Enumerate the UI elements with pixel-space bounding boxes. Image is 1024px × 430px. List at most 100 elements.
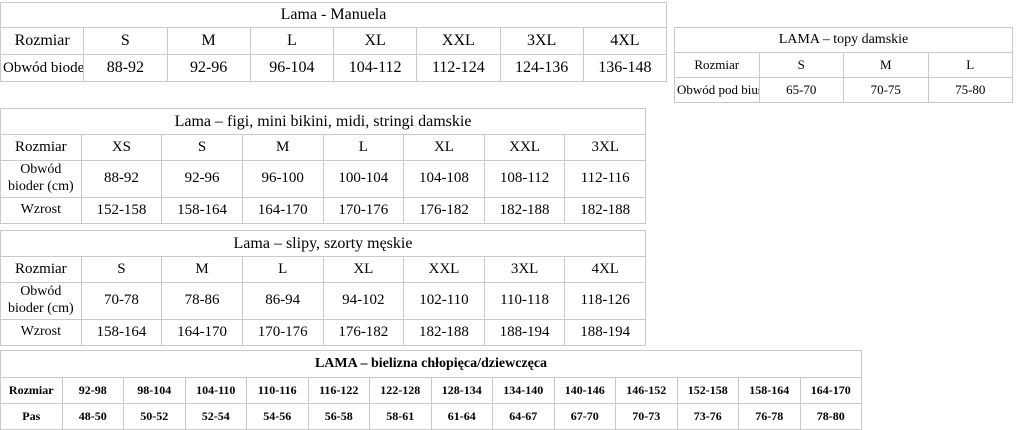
column-header-size: XXL (416, 27, 501, 55)
measurement-cell: 48-50 (61, 403, 124, 430)
table-title-row: Lama – slipy, szorty męskie (0, 230, 646, 257)
table-body: LAMA – topy damskie Rozmiar S M L Obwód pod b… (674, 27, 1013, 103)
table-title-row: Lama - Manuela (0, 2, 667, 28)
size-table-manuela: Lama - Manuela Rozmiar S M L XL XXL 3XL 4XL Obwód… (0, 2, 668, 82)
row-label: Obwód bioder (cm) (0, 54, 85, 82)
table-title: LAMA – bielizna chłopięca/dziewczęca (0, 350, 862, 378)
column-header-size: 122-128 (369, 377, 432, 404)
measurement-cell: 182-188 (483, 196, 566, 224)
measurement-cell: 88-92 (80, 160, 163, 198)
row-label: Wzrost (0, 318, 82, 346)
table-header-row: Rozmiar S M L XL XXL 3XL 4XL (0, 256, 646, 283)
table-title: LAMA – topy damskie (674, 27, 1013, 53)
measurement-cell: 70-75 (843, 77, 929, 103)
measurement-cell: 78-86 (161, 282, 243, 320)
measurement-cell: 182-188 (403, 318, 485, 346)
column-header-size: XL (332, 27, 418, 55)
table-header-row: Rozmiar 92-98 98-104 104-110 110-116 116-122 1… (0, 377, 862, 404)
column-header-size: L (927, 52, 1013, 78)
measurement-cell: 112-116 (564, 160, 646, 198)
column-header-size: XS (80, 134, 163, 161)
column-header-size: S (80, 256, 163, 283)
measurement-cell: 152-158 (80, 196, 163, 224)
table-header-row: Rozmiar XS S M L XL XXL 3XL (0, 134, 646, 161)
table-body: LAMA – bielizna chłopięca/dziewczęca Rozm… (0, 350, 862, 430)
column-header-size: XXL (403, 256, 485, 283)
table-row: Wzrost 152-158 158-164 164-170 170-176 176-18… (0, 196, 646, 224)
measurement-cell: 67-70 (553, 403, 616, 430)
measurement-cell: 104-108 (403, 160, 485, 198)
table-title: Lama - Manuela (0, 2, 667, 28)
measurement-cell: 65-70 (758, 77, 844, 103)
column-header-size: 3XL (483, 256, 566, 283)
measurement-cell: 188-194 (564, 318, 646, 346)
table-title: Lama – slipy, szorty męskie (0, 230, 646, 257)
measurement-cell: 158-164 (161, 196, 243, 224)
column-header-size: S (83, 27, 168, 55)
table-title: Lama – figi, mini bikini, midi, stringi … (0, 108, 646, 135)
measurement-cell: 94-102 (322, 282, 405, 320)
column-header-size: 4XL (564, 256, 646, 283)
table-body: Lama – slipy, szorty męskie Rozmiar S M L XL X… (0, 230, 646, 346)
measurement-cell: 92-96 (166, 54, 251, 82)
column-header-size: M (241, 134, 324, 161)
measurement-cell: 56-58 (307, 403, 370, 430)
measurement-cell: 76-78 (738, 403, 801, 430)
size-table-bielizna-dziecieca: LAMA – bielizna chłopięca/dziewczęca Rozm… (0, 350, 862, 430)
column-header-size: 92-98 (61, 377, 124, 404)
column-header-size: S (161, 134, 243, 161)
column-header-size: 146-152 (615, 377, 678, 404)
measurement-cell: 58-61 (369, 403, 432, 430)
column-header-size: S (758, 52, 844, 78)
measurement-cell: 96-100 (241, 160, 324, 198)
table-row: Obwód bioder (cm) 88-92 92-96 96-100 100-104… (0, 160, 646, 198)
measurement-cell: 102-110 (403, 282, 485, 320)
measurement-cell: 104-112 (332, 54, 418, 82)
column-header-size: 116-122 (307, 377, 370, 404)
column-header-label: Rozmiar (0, 377, 63, 404)
column-header-size: 134-140 (492, 377, 555, 404)
measurement-cell: 124-136 (499, 54, 584, 82)
table-title-row: LAMA – bielizna chłopięca/dziewczęca (0, 350, 862, 378)
table-row: Pas 48-50 50-52 52-54 54-56 56-58 58-61 61-64 64… (0, 403, 862, 430)
column-header-size: 4XL (582, 27, 668, 55)
measurement-cell: 64-67 (492, 403, 555, 430)
measurement-cell: 88-92 (83, 54, 168, 82)
table-header-row: Rozmiar S M L XL XXL 3XL 4XL (0, 27, 668, 55)
column-header-size: L (241, 256, 324, 283)
row-label: Wzrost (0, 196, 82, 224)
measurement-cell: 86-94 (241, 282, 324, 320)
table-body: Lama - Manuela Rozmiar S M L XL XXL 3XL 4XL Obwód… (0, 2, 668, 82)
row-label: Obwód pod biustem (cm) (674, 77, 760, 103)
table-header-row: Rozmiar S M L (674, 52, 1013, 78)
table-body: Lama – figi, mini bikini, midi, stringi … (0, 108, 646, 224)
measurement-cell: 54-56 (246, 403, 309, 430)
column-header-label: Rozmiar (0, 256, 82, 283)
column-header-size: 152-158 (676, 377, 739, 404)
column-header-size: 140-146 (553, 377, 616, 404)
measurement-cell: 75-80 (927, 77, 1013, 103)
column-header-size: 110-116 (246, 377, 309, 404)
column-header-size: XL (322, 256, 405, 283)
column-header-size: L (322, 134, 405, 161)
measurement-cell: 170-176 (322, 196, 405, 224)
column-header-label: Rozmiar (674, 52, 760, 78)
measurement-cell: 136-148 (582, 54, 668, 82)
measurement-cell: 182-188 (564, 196, 646, 224)
column-header-label: Rozmiar (0, 27, 85, 55)
measurement-cell: 78-80 (799, 403, 862, 430)
column-header-size: 98-104 (123, 377, 186, 404)
measurement-cell: 73-76 (676, 403, 739, 430)
column-header-size: 164-170 (799, 377, 862, 404)
measurement-cell: 112-124 (416, 54, 501, 82)
measurement-cell: 52-54 (184, 403, 247, 430)
column-header-size: 3XL (499, 27, 584, 55)
column-header-size: XXL (483, 134, 566, 161)
table-row: Wzrost 158-164 164-170 170-176 176-182 182-18… (0, 318, 646, 346)
measurement-cell: 158-164 (80, 318, 163, 346)
column-header-size: 158-164 (738, 377, 801, 404)
size-table-slipy-szorty-meskie: Lama – slipy, szorty męskie Rozmiar S M L XL X… (0, 230, 646, 346)
column-header-size: M (843, 52, 929, 78)
